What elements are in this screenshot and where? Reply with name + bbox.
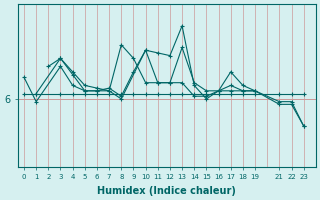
X-axis label: Humidex (Indice chaleur): Humidex (Indice chaleur) xyxy=(98,186,236,196)
